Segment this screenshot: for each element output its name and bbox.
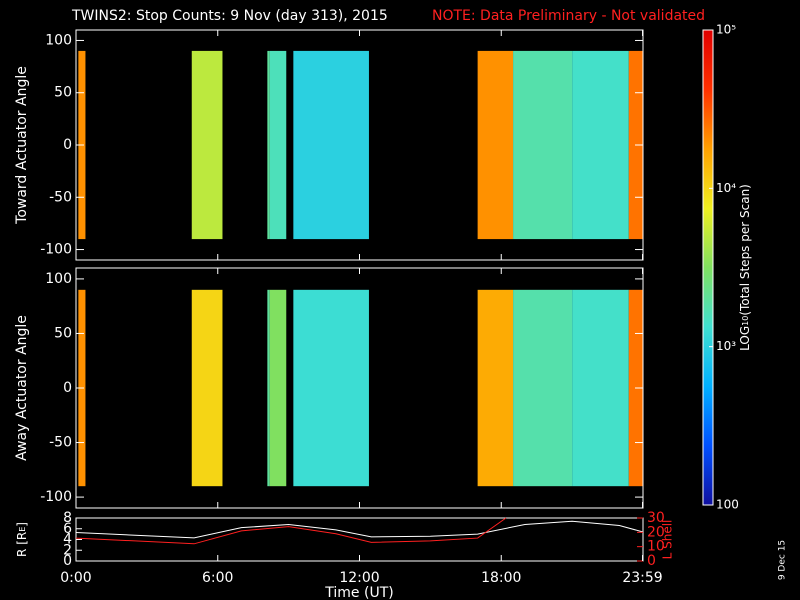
label-part: LOG [738,326,752,351]
y-axis-label: Away Actuator Angle [14,315,30,461]
y-tick-label: -100 [40,489,72,505]
heat-cell [267,50,270,240]
y-tick-label: 8 [63,510,72,526]
y-tick-label: 2 [63,542,72,558]
label-part: R [R [15,532,29,557]
orbit-line [75,517,507,545]
y-axis-label: Toward Actuator Angle [14,66,30,225]
note: NOTE: Data Preliminary - Not validated [432,8,705,24]
x-tick-label: 12:00 [339,570,379,586]
heat-cell [269,289,287,487]
heat-cell [477,289,514,487]
colorbar-tick-label: 100 [716,498,739,512]
chart-title: TWINS2: Stop Counts: 9 Nov (day 313), 20… [71,8,388,24]
heat-cell [191,50,223,240]
y-tick-label: -100 [40,242,72,258]
heat-cell [572,50,629,240]
x-tick-label: 23:59 [622,570,662,586]
heat-cell [293,50,369,240]
label-sub: E [18,527,27,532]
y-tick-label: -50 [49,435,72,451]
colorbar-tick-label: 10⁴ [716,181,736,195]
y-tick-label: 100 [45,271,72,287]
y-tick-label: -50 [49,189,72,205]
y-axis-label: R [RE] [15,522,29,557]
y-tick-label: 6 [63,521,72,537]
y2-tick-label: 0 [647,553,656,569]
label-sub: 10 [741,316,750,326]
x-axis-label: Time (UT) [324,585,393,600]
heat-cell [293,289,369,487]
heat-cell [572,289,629,487]
colorbar-tick-label: 10³ [716,339,736,353]
orbit-line [75,520,644,539]
y-tick-label: 4 [63,532,72,548]
y-tick-label: 50 [54,325,72,341]
heat-cell [191,289,223,487]
y2-tick-label: 20 [647,524,665,540]
heat-cell [477,50,514,240]
y-tick-label: 0 [63,137,72,153]
heat-cell [513,50,573,240]
y-tick-label: 50 [54,85,72,101]
x-tick-label: 6:00 [202,570,233,586]
y2-tick-label: 30 [647,510,665,526]
x-tick-label: 18:00 [481,570,521,586]
colorbar-label: LOG10(Total Steps per Scan) [738,184,752,351]
heat-cell [267,289,270,487]
y-tick-label: 0 [63,553,72,569]
y-tick-label: 100 [45,32,72,48]
y2-axis-label: L Shell [661,520,675,560]
label-part: (Total Steps per Scan) [738,184,752,316]
y-tick-label: 0 [63,380,72,396]
heat-cell [269,50,287,240]
label-part: ] [15,522,29,527]
colorbar-tick-label: 10⁵ [716,23,736,37]
y2-tick-label: 10 [647,539,665,555]
date-stamp: 9 Dec 15 [778,540,788,580]
colorbar [702,29,714,506]
heat-cell [513,289,573,487]
x-tick-label: 0:00 [60,570,91,586]
